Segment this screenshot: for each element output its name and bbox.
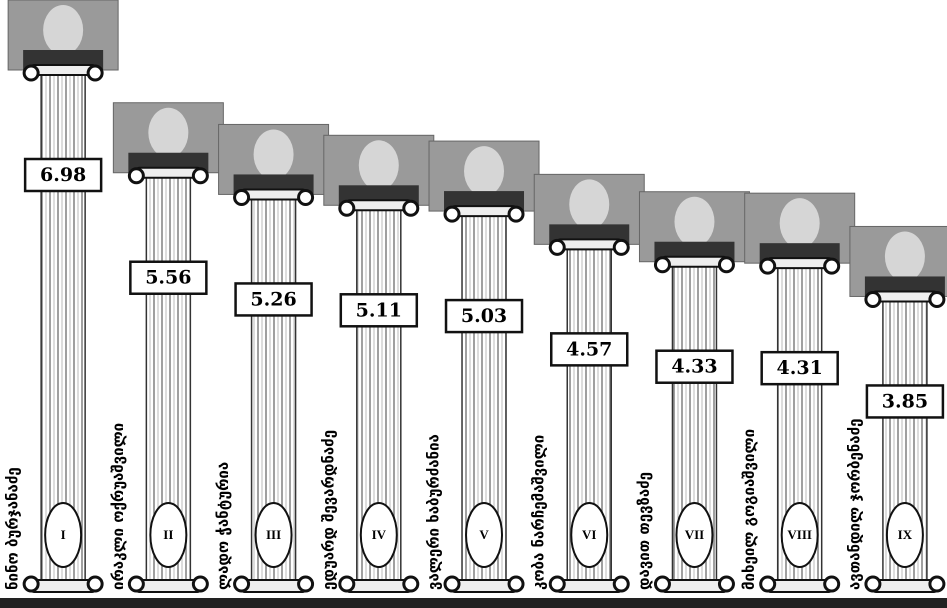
rank-label: IX (898, 527, 913, 542)
volute (509, 577, 523, 591)
volute (866, 292, 880, 306)
value-label: 4.31 (777, 357, 823, 379)
volute (24, 577, 38, 591)
capital (242, 189, 306, 199)
volute (404, 201, 418, 215)
pillar-base (557, 580, 621, 592)
name-label: ედუარდ შევარდნაძე (319, 430, 337, 590)
name-label: ნინო ბურჯანაძე (4, 467, 22, 590)
capital (557, 239, 621, 249)
volute (445, 577, 459, 591)
volute (340, 201, 354, 215)
volute (550, 577, 564, 591)
value-label: 4.33 (671, 356, 717, 378)
capital (873, 291, 937, 301)
pillar-base (662, 580, 726, 592)
name-label: დავით თევზაძე (635, 472, 653, 590)
portrait-head (359, 140, 399, 190)
rank-label: II (163, 527, 173, 542)
capital (136, 168, 200, 178)
portrait-head (569, 179, 609, 229)
volute (193, 169, 207, 183)
volute (719, 258, 733, 272)
pillar-base (873, 580, 937, 592)
volute (299, 190, 313, 204)
pillar-base (242, 580, 306, 592)
value-label: 5.56 (145, 267, 191, 289)
portrait-head (43, 5, 83, 55)
volute (404, 577, 418, 591)
volute (129, 169, 143, 183)
volute (445, 207, 459, 221)
volute (761, 259, 775, 273)
name-label: კობა ნარჩემაშვილი (530, 435, 548, 590)
volute (930, 577, 944, 591)
volute (193, 577, 207, 591)
portrait-head (885, 231, 925, 281)
volute (655, 577, 669, 591)
value-label: 5.03 (461, 305, 507, 327)
volute (129, 577, 143, 591)
pillar-base (31, 580, 95, 592)
name-label: ლადო ჭანტურია (214, 462, 232, 590)
portrait-head (464, 146, 504, 196)
volute (825, 259, 839, 273)
volute (655, 258, 669, 272)
rank-label: VI (582, 527, 596, 542)
value-label: 5.11 (356, 299, 402, 321)
volute (866, 577, 880, 591)
rank-label: IV (372, 527, 387, 542)
value-label: 3.85 (882, 390, 928, 412)
rank-label: I (61, 527, 66, 542)
volute (614, 577, 628, 591)
volute (930, 292, 944, 306)
portrait-head (780, 198, 820, 248)
volute (235, 577, 249, 591)
pillar-base (768, 580, 832, 592)
value-label: 6.98 (40, 164, 86, 186)
value-label: 4.57 (566, 338, 612, 360)
volute (235, 190, 249, 204)
rank-label: III (266, 527, 281, 542)
chart: 6.98 Iნინო ბურჯანაძე 5.56 II ირაკლი ოქრუაშვი… (0, 0, 947, 608)
name-label: ვალერი ხაბურძანია (425, 434, 443, 590)
volute (509, 207, 523, 221)
portrait-head (148, 108, 188, 158)
volute (88, 577, 102, 591)
name-label: ავთანდილ ჯორბენაძე (845, 419, 863, 590)
rank-label: V (479, 527, 489, 542)
pillar-base (347, 580, 411, 592)
name-label: მიხეილ გოგიაშვილი (740, 429, 758, 590)
volute (719, 577, 733, 591)
volute (825, 577, 839, 591)
portrait-head (254, 129, 294, 179)
capital (452, 206, 516, 216)
pillar-base (452, 580, 516, 592)
volute (340, 577, 354, 591)
capital (347, 200, 411, 210)
capital (662, 257, 726, 267)
volute (761, 577, 775, 591)
capital (31, 65, 95, 75)
volute (24, 66, 38, 80)
volute (88, 66, 102, 80)
name-label: ირაკლი ოქრუაშვილი (109, 423, 127, 590)
pillar-base (136, 580, 200, 592)
portrait-head (674, 197, 714, 247)
rank-label: VII (685, 527, 705, 542)
value-label: 5.26 (250, 288, 296, 310)
capital (768, 258, 832, 268)
volute (550, 240, 564, 254)
rank-label: VIII (787, 527, 812, 542)
volute (614, 240, 628, 254)
floor (0, 598, 947, 608)
volute (299, 577, 313, 591)
